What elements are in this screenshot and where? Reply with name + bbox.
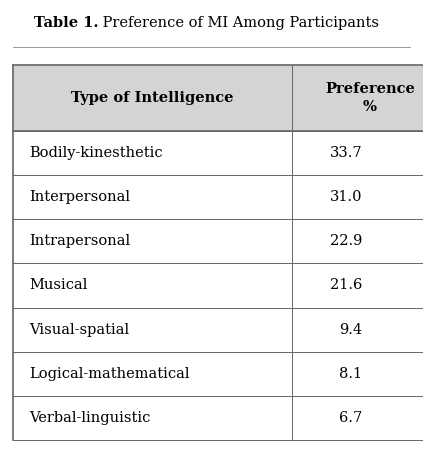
Text: Table 1.: Table 1. — [34, 16, 98, 30]
Text: Verbal-linguistic: Verbal-linguistic — [30, 411, 151, 425]
Text: Logical-mathematical: Logical-mathematical — [30, 367, 190, 381]
Text: 9.4: 9.4 — [340, 322, 363, 337]
Text: Intrapersonal: Intrapersonal — [30, 234, 131, 249]
Text: Musical: Musical — [30, 278, 88, 293]
Text: 21.6: 21.6 — [330, 278, 363, 293]
Text: Preference of MI Among Participants: Preference of MI Among Participants — [98, 16, 379, 30]
Text: Preference
%: Preference % — [325, 82, 415, 114]
Text: 31.0: 31.0 — [330, 190, 363, 204]
Text: 6.7: 6.7 — [339, 411, 363, 425]
Text: Interpersonal: Interpersonal — [30, 190, 131, 204]
Text: Type of Intelligence: Type of Intelligence — [71, 91, 233, 105]
Text: 8.1: 8.1 — [340, 367, 363, 381]
Text: 33.7: 33.7 — [330, 146, 363, 160]
Text: Bodily-kinesthetic: Bodily-kinesthetic — [30, 146, 163, 160]
Text: 22.9: 22.9 — [330, 234, 363, 249]
Text: Visual-spatial: Visual-spatial — [30, 322, 130, 337]
